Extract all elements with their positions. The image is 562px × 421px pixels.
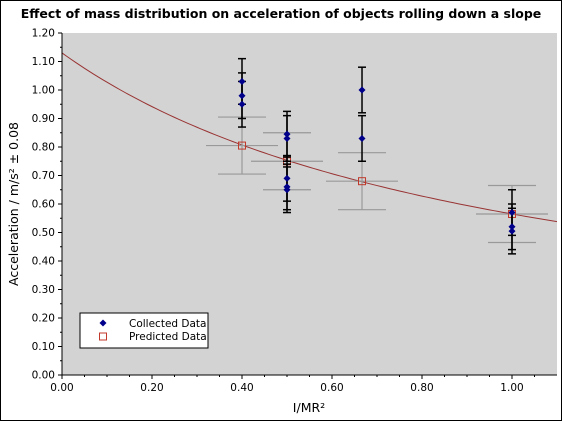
y-tick-label: 1.00 — [32, 85, 55, 97]
y-tick-label: 0.60 — [32, 199, 55, 211]
y-axis-title: Acceleration / m/s² ± 0.08 — [6, 122, 21, 286]
collected-data-layer — [238, 57, 516, 255]
collected-point — [358, 134, 366, 142]
y-tick-label: 0.10 — [32, 341, 55, 353]
y-tick-label: 0.80 — [32, 142, 55, 154]
collected-point — [238, 100, 246, 108]
collected-point — [283, 134, 291, 142]
y-tick-label: 1.10 — [32, 56, 55, 68]
legend-predicted-marker — [99, 332, 107, 341]
y-tick-label: 0.30 — [32, 284, 55, 296]
y-tick-label: 0.70 — [32, 170, 55, 182]
collected-point — [283, 130, 291, 138]
collected-point — [238, 77, 246, 85]
x-tick-label: 0.20 — [140, 382, 163, 394]
x-tick-label: 0.60 — [320, 382, 343, 394]
axes: 0.00 0.10 0.20 0.30 0.40 0.50 0.60 0.70 0.80 0.90… — [32, 28, 557, 394]
x-tick-label: 0.80 — [410, 382, 433, 394]
fitted-curve — [61, 52, 558, 223]
collected-point — [283, 186, 291, 194]
collected-point — [238, 92, 246, 100]
legend-box — [79, 312, 209, 349]
legend-collected-label: Collected Data — [129, 318, 206, 330]
collected-point — [358, 86, 366, 94]
predicted-point — [238, 141, 246, 150]
legend-collected-marker — [99, 319, 107, 327]
y-tick-label: 0.40 — [32, 256, 55, 268]
collected-point — [508, 209, 516, 217]
x-tick-label: 0.00 — [50, 382, 73, 394]
predicted-point-group-0 — [206, 116, 278, 175]
x-tick-label: 1.00 — [500, 382, 523, 394]
y-tick-label: 0.50 — [32, 227, 55, 239]
y-tick-label: 0.00 — [32, 370, 55, 382]
y-tick-label: 1.20 — [32, 28, 55, 40]
predicted-point — [358, 177, 367, 186]
chart-title: Effect of mass distribution on accelerat… — [21, 6, 542, 21]
collected-point — [508, 223, 516, 231]
legend-predicted-label: Predicted Data — [129, 331, 207, 343]
x-axis-title: I/MR² — [293, 400, 325, 415]
fitted-curve-line — [61, 52, 558, 223]
legend: Collected Data Predicted Data — [79, 312, 209, 349]
collected-point — [508, 227, 516, 235]
y-tick-label: 0.20 — [32, 313, 55, 325]
x-tick-label: 0.40 — [230, 382, 253, 394]
collected-point — [283, 174, 291, 182]
y-tick-label: 0.90 — [32, 113, 55, 125]
